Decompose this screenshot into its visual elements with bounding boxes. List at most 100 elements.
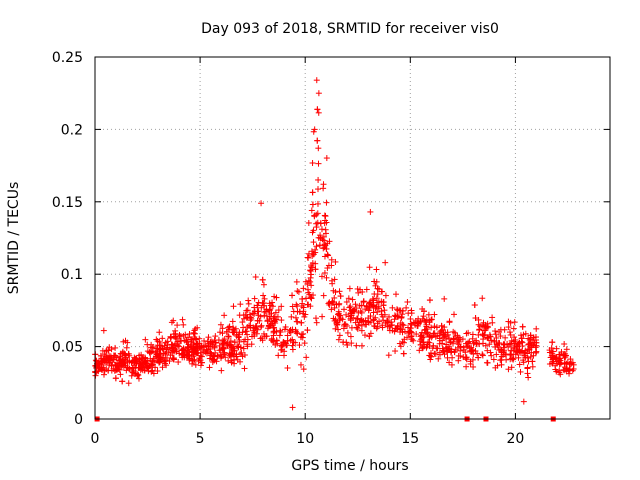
data-point — [160, 350, 167, 357]
data-point — [273, 316, 280, 323]
data-point — [305, 277, 312, 284]
data-point — [407, 325, 414, 332]
grid-layer — [95, 57, 610, 419]
data-point — [555, 356, 562, 363]
data-point — [549, 339, 556, 346]
data-point — [470, 363, 477, 370]
data-point — [374, 323, 381, 330]
data-point — [561, 361, 568, 368]
data-point — [153, 351, 160, 358]
data-point — [168, 319, 175, 326]
data-point — [341, 322, 348, 329]
data-point — [557, 351, 564, 358]
data-point — [240, 315, 247, 322]
data-point — [570, 365, 577, 372]
data-point — [418, 329, 425, 336]
data-point — [366, 299, 373, 306]
data-point — [300, 366, 307, 373]
data-point — [270, 324, 277, 331]
data-point — [549, 350, 556, 357]
data-point — [119, 378, 126, 385]
data-point — [568, 360, 575, 367]
data-point — [567, 356, 574, 363]
data-point — [231, 356, 238, 363]
data-point — [177, 333, 184, 340]
data-point — [139, 355, 146, 362]
data-point — [424, 341, 431, 348]
data-point — [386, 313, 393, 320]
data-point — [292, 339, 299, 346]
data-point — [331, 276, 338, 283]
data-point — [239, 319, 246, 326]
data-point — [375, 305, 382, 312]
data-point — [217, 351, 224, 358]
data-point — [219, 325, 226, 332]
data-point — [315, 186, 322, 193]
data-point — [446, 359, 453, 366]
data-point — [363, 286, 370, 293]
data-point-notable — [520, 398, 527, 405]
y-tick-label: 0.1 — [61, 267, 83, 283]
data-point — [475, 321, 482, 328]
data-point — [451, 329, 458, 336]
data-point — [220, 338, 227, 345]
data-point — [441, 295, 448, 302]
data-point — [207, 338, 214, 345]
data-point — [307, 263, 314, 270]
data-point — [502, 334, 509, 341]
data-point — [284, 365, 291, 372]
chart-title: Day 093 of 2018, SRMTID for receiver vis… — [201, 21, 499, 37]
data-point — [440, 331, 447, 338]
data-point — [430, 342, 437, 349]
data-point — [437, 330, 444, 337]
data-point — [516, 339, 523, 346]
data-point — [146, 349, 153, 356]
data-point — [436, 337, 443, 344]
data-point-notable — [311, 126, 318, 133]
data-point — [262, 308, 269, 315]
data-point — [156, 338, 163, 345]
data-point — [259, 337, 266, 344]
x-axis-label: GPS time / hours — [291, 458, 408, 474]
data-point — [222, 354, 229, 361]
x-tick-label: 10 — [296, 431, 314, 447]
data-point — [336, 317, 343, 324]
data-point — [159, 345, 166, 352]
data-point — [336, 288, 343, 295]
data-point — [335, 326, 342, 333]
data-point — [221, 312, 228, 319]
data-point — [354, 325, 361, 332]
data-point — [430, 330, 437, 337]
data-point — [513, 348, 520, 355]
data-point — [289, 292, 296, 299]
data-point — [336, 300, 343, 307]
data-point — [446, 319, 453, 326]
data-point — [328, 256, 335, 263]
data-point — [460, 346, 467, 353]
data-point — [355, 289, 362, 296]
data-point-notable — [289, 404, 296, 411]
data-point — [509, 355, 516, 362]
data-point — [405, 324, 412, 331]
data-point — [321, 212, 328, 219]
data-point — [304, 254, 311, 261]
data-point — [420, 313, 427, 320]
data-point — [260, 300, 267, 307]
data-point — [481, 327, 488, 334]
data-point — [314, 106, 321, 113]
data-point — [403, 304, 410, 311]
data-point — [328, 299, 335, 306]
data-point — [287, 326, 294, 333]
data-point — [148, 368, 155, 375]
data-point — [457, 343, 464, 350]
data-point — [288, 313, 295, 320]
data-point — [433, 345, 440, 352]
data-point — [497, 346, 504, 353]
data-point — [549, 356, 556, 363]
data-point — [172, 327, 179, 334]
data-point — [476, 326, 483, 333]
data-point — [317, 220, 324, 227]
data-point — [490, 356, 497, 363]
data-point — [333, 321, 340, 328]
data-point-notable — [315, 90, 322, 97]
